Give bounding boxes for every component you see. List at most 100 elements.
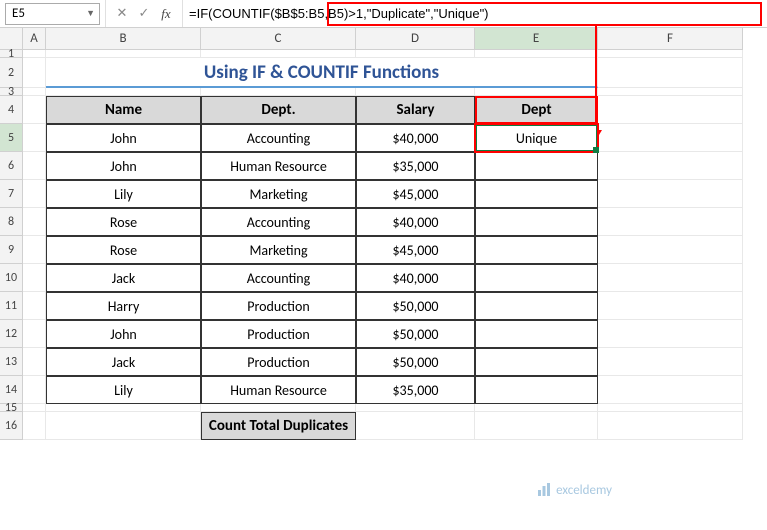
table-cell[interactable]: Harry xyxy=(46,292,201,320)
col-hdr-A[interactable]: A xyxy=(23,28,46,50)
cell[interactable] xyxy=(598,88,743,96)
cell[interactable] xyxy=(46,412,201,440)
cell[interactable] xyxy=(23,320,46,348)
table-cell[interactable]: $40,000 xyxy=(356,208,475,236)
cell[interactable] xyxy=(201,404,356,412)
cell[interactable] xyxy=(23,180,46,208)
cell[interactable] xyxy=(23,264,46,292)
row-hdr-6[interactable]: 6 xyxy=(0,152,23,180)
table-cell[interactable]: Human Resource xyxy=(201,376,356,404)
cell[interactable] xyxy=(201,88,356,96)
cell[interactable] xyxy=(201,50,356,58)
cell[interactable] xyxy=(23,404,46,412)
cell[interactable] xyxy=(598,376,743,404)
table-cell[interactable]: $50,000 xyxy=(356,348,475,376)
row-hdr-10[interactable]: 10 xyxy=(0,264,23,292)
cell[interactable] xyxy=(598,152,743,180)
cancel-icon[interactable]: ✕ xyxy=(112,4,132,24)
col-hdr-E[interactable]: E xyxy=(475,28,598,50)
table-cell[interactable] xyxy=(475,180,598,208)
row-hdr-12[interactable]: 12 xyxy=(0,320,23,348)
cell[interactable] xyxy=(598,348,743,376)
cell[interactable] xyxy=(356,88,475,96)
table-cell[interactable]: Lily xyxy=(46,180,201,208)
cell[interactable] xyxy=(23,152,46,180)
row-hdr-3[interactable]: 3 xyxy=(0,88,23,96)
table-cell[interactable] xyxy=(475,152,598,180)
row-hdr-1[interactable]: 1 xyxy=(0,50,23,58)
table-cell[interactable]: John xyxy=(46,320,201,348)
table-cell[interactable]: Lily xyxy=(46,376,201,404)
cell[interactable] xyxy=(23,376,46,404)
row-hdr-4[interactable]: 4 xyxy=(0,96,23,124)
cell[interactable] xyxy=(598,412,743,440)
row-hdr-9[interactable]: 9 xyxy=(0,236,23,264)
table-cell[interactable]: Rose xyxy=(46,208,201,236)
cell[interactable] xyxy=(598,320,743,348)
table-cell[interactable]: $35,000 xyxy=(356,376,475,404)
table-cell[interactable]: $35,000 xyxy=(356,152,475,180)
row-hdr-13[interactable]: 13 xyxy=(0,348,23,376)
row-hdr-8[interactable]: 8 xyxy=(0,208,23,236)
check-icon[interactable]: ✓ xyxy=(134,4,154,24)
row-hdr-5[interactable]: 5 xyxy=(0,124,23,152)
table-cell[interactable]: Rose xyxy=(46,236,201,264)
table-cell[interactable]: $40,000 xyxy=(356,264,475,292)
table-cell[interactable] xyxy=(475,348,598,376)
table-cell[interactable]: John xyxy=(46,124,201,152)
row-hdr-2[interactable]: 2 xyxy=(0,58,23,88)
table-cell[interactable]: Production xyxy=(201,348,356,376)
table-cell[interactable] xyxy=(475,320,598,348)
table-cell[interactable] xyxy=(475,236,598,264)
table-cell[interactable] xyxy=(475,376,598,404)
row-hdr-11[interactable]: 11 xyxy=(0,292,23,320)
cell[interactable] xyxy=(598,236,743,264)
cell[interactable] xyxy=(475,50,598,58)
cell[interactable] xyxy=(598,292,743,320)
cell[interactable] xyxy=(598,50,743,58)
cell[interactable] xyxy=(598,264,743,292)
row-hdr-16[interactable]: 16 xyxy=(0,412,23,440)
table-cell[interactable] xyxy=(475,264,598,292)
table-cell[interactable] xyxy=(475,292,598,320)
cell[interactable] xyxy=(23,88,46,96)
cell[interactable] xyxy=(23,58,46,88)
table-cell[interactable]: John xyxy=(46,152,201,180)
cell[interactable] xyxy=(23,236,46,264)
cell[interactable] xyxy=(475,404,598,412)
cell[interactable] xyxy=(23,50,46,58)
row-hdr-15[interactable]: 15 xyxy=(0,404,23,412)
cell[interactable] xyxy=(598,180,743,208)
cell[interactable] xyxy=(23,208,46,236)
table-cell[interactable]: Jack xyxy=(46,348,201,376)
table-cell[interactable]: Marketing xyxy=(201,236,356,264)
cell[interactable] xyxy=(23,348,46,376)
cell[interactable] xyxy=(46,404,201,412)
cell[interactable] xyxy=(475,412,598,440)
table-cell[interactable]: Accounting xyxy=(201,264,356,292)
formula-input[interactable] xyxy=(183,3,767,25)
fx-icon[interactable]: fx xyxy=(156,4,176,24)
cell[interactable] xyxy=(598,96,743,124)
cell[interactable] xyxy=(23,96,46,124)
col-hdr-C[interactable]: C xyxy=(201,28,356,50)
cell[interactable] xyxy=(598,404,743,412)
cell[interactable] xyxy=(475,88,598,96)
row-hdr-14[interactable]: 14 xyxy=(0,376,23,404)
table-cell[interactable]: $45,000 xyxy=(356,236,475,264)
table-cell[interactable] xyxy=(475,208,598,236)
col-hdr-D[interactable]: D xyxy=(356,28,475,50)
cell[interactable] xyxy=(46,50,201,58)
table-cell[interactable]: Accounting xyxy=(201,124,356,152)
cell[interactable] xyxy=(598,124,743,152)
col-hdr-B[interactable]: B xyxy=(46,28,201,50)
row-hdr-7[interactable]: 7 xyxy=(0,180,23,208)
table-cell[interactable]: $40,000 xyxy=(356,124,475,152)
table-cell[interactable]: $50,000 xyxy=(356,320,475,348)
cell[interactable] xyxy=(23,124,46,152)
table-cell[interactable]: Marketing xyxy=(201,180,356,208)
table-cell[interactable]: Human Resource xyxy=(201,152,356,180)
cell[interactable] xyxy=(598,208,743,236)
fill-handle[interactable] xyxy=(593,147,599,153)
name-box[interactable]: E5 ▼ xyxy=(5,3,100,25)
